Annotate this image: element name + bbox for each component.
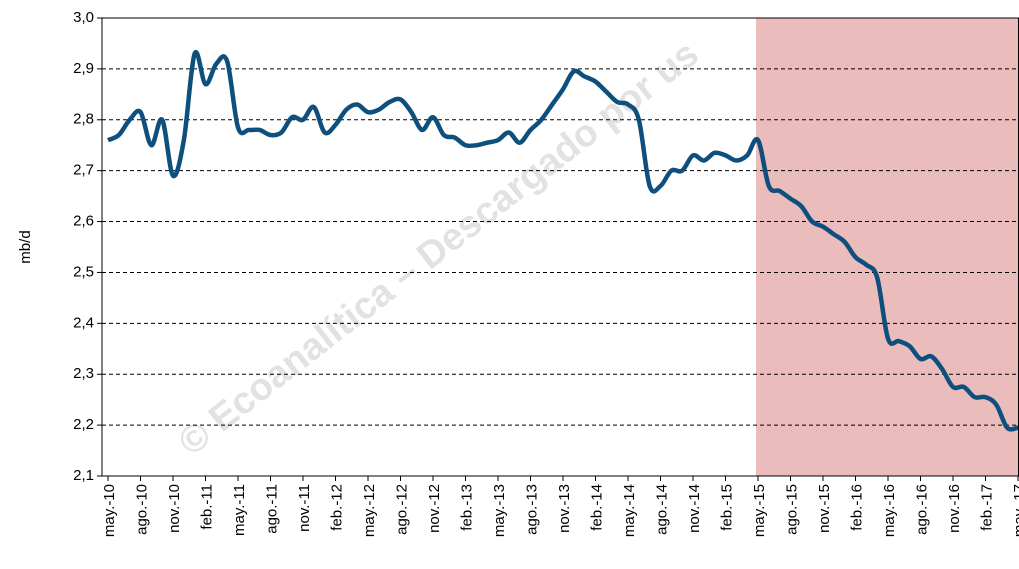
x-tick-label: feb.-15 — [718, 484, 735, 531]
x-tick-label: may.-16 — [881, 484, 898, 537]
data-line — [107, 49, 1019, 432]
y-tick-label: 2,8 — [73, 111, 94, 128]
x-tick-label: ago.-10 — [133, 484, 150, 535]
x-tick-label: feb.-17 — [978, 484, 995, 531]
x-tick-label: ago.-13 — [523, 484, 540, 535]
x-tick-label: nov.-13 — [556, 484, 573, 533]
x-tick-label: nov.-14 — [686, 484, 703, 533]
x-tick-label: ago.-14 — [653, 484, 670, 535]
x-tick-label: feb.-16 — [848, 484, 865, 531]
x-tick-label: may.-15 — [751, 484, 768, 537]
x-tick-label: may.-13 — [491, 484, 508, 537]
x-tick-label: ago.-16 — [913, 484, 930, 535]
x-tick-label: may.-11 — [231, 484, 248, 536]
y-tick-label: 2,1 — [73, 467, 94, 484]
y-tick-label: 2,4 — [73, 314, 94, 331]
shaded-region — [756, 18, 1019, 476]
x-tick-label: nov.-16 — [946, 484, 963, 533]
y-tick-label: 2,7 — [73, 162, 94, 179]
x-tick-label: feb.-13 — [458, 484, 475, 531]
x-tick-label: nov.-12 — [426, 484, 443, 533]
y-tick-label: 2,2 — [73, 416, 94, 433]
x-tick-label: may.-10 — [101, 484, 118, 537]
y-tick-label: 2,3 — [73, 365, 94, 382]
x-tick-label: feb.-11 — [198, 484, 215, 530]
x-tick-label: feb.-14 — [588, 484, 605, 531]
watermark: © Ecoanalítica – Descargado por us — [171, 33, 707, 464]
x-tick-label: may.-12 — [361, 484, 378, 537]
y-tick-label: 2,5 — [73, 263, 94, 280]
y-tick-label: 2,6 — [73, 213, 94, 230]
x-tick-label: nov.-10 — [166, 484, 183, 533]
y-tick-label: 3,0 — [73, 9, 94, 26]
x-tick-label: ago.-11 — [263, 484, 280, 534]
x-tick-label: nov.-11 — [296, 484, 313, 532]
x-tick-label: nov.-15 — [816, 484, 833, 533]
x-tick-label: may.-17 — [1011, 484, 1019, 537]
x-tick-label: ago.-12 — [393, 484, 410, 535]
x-tick-label: may.-14 — [621, 484, 638, 537]
y-axis-label: mb/d — [17, 230, 34, 263]
x-tick-label: ago.-15 — [783, 484, 800, 535]
x-tick-label: feb.-12 — [328, 484, 345, 531]
y-tick-label: 2,9 — [73, 60, 94, 77]
